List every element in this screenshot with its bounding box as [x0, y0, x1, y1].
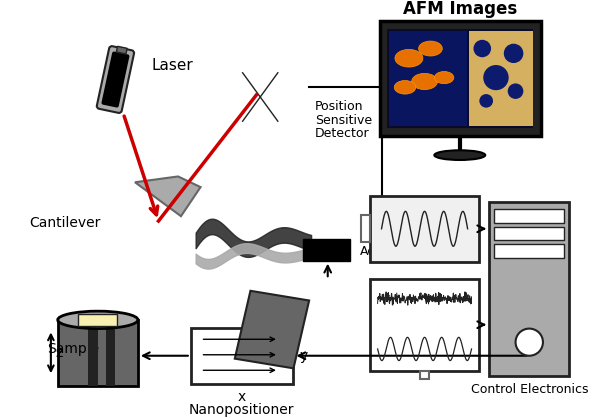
Text: AFM Images: AFM Images — [403, 0, 517, 18]
Bar — [388, 29, 533, 128]
Text: Control Electronics: Control Electronics — [470, 383, 588, 396]
Text: y: y — [299, 349, 307, 363]
Circle shape — [483, 65, 509, 90]
FancyBboxPatch shape — [101, 51, 130, 107]
Text: Sample: Sample — [47, 342, 99, 356]
Text: x: x — [238, 390, 246, 404]
Bar — [494, 244, 565, 258]
Bar — [370, 196, 479, 262]
Circle shape — [508, 84, 523, 99]
Bar — [191, 328, 293, 384]
Bar — [106, 320, 115, 386]
Bar — [303, 240, 350, 261]
Bar — [469, 31, 533, 126]
Bar — [419, 371, 430, 379]
Text: Cantilever: Cantilever — [29, 216, 101, 230]
Text: Nanopositioner: Nanopositioner — [189, 403, 295, 417]
Text: Position: Position — [315, 100, 364, 113]
Bar — [88, 320, 98, 386]
Polygon shape — [235, 291, 309, 368]
Text: f₁: f₁ — [466, 350, 475, 360]
Text: Laser: Laser — [152, 59, 193, 74]
Ellipse shape — [419, 41, 442, 56]
Bar — [116, 46, 127, 54]
Text: f₂: f₂ — [466, 292, 475, 302]
Ellipse shape — [412, 73, 437, 89]
Bar — [370, 279, 479, 371]
Ellipse shape — [434, 71, 454, 84]
Ellipse shape — [395, 49, 423, 67]
Circle shape — [515, 329, 543, 356]
Bar — [494, 209, 565, 223]
Text: Detector: Detector — [315, 127, 370, 140]
Bar — [361, 215, 370, 242]
Bar — [489, 201, 569, 376]
Bar — [78, 314, 118, 326]
Bar — [58, 320, 138, 386]
Circle shape — [479, 94, 493, 108]
Text: z: z — [55, 346, 62, 360]
Ellipse shape — [394, 81, 416, 94]
Circle shape — [473, 40, 491, 57]
Circle shape — [504, 44, 523, 63]
Ellipse shape — [58, 311, 138, 329]
Ellipse shape — [434, 150, 485, 160]
Polygon shape — [135, 176, 200, 216]
Text: Actuator: Actuator — [360, 245, 413, 257]
Bar — [494, 227, 565, 240]
Text: Sensitive: Sensitive — [315, 114, 372, 127]
Bar — [380, 21, 541, 136]
FancyBboxPatch shape — [97, 46, 134, 113]
Bar — [389, 31, 467, 126]
Text: ⊕: ⊕ — [418, 317, 431, 332]
